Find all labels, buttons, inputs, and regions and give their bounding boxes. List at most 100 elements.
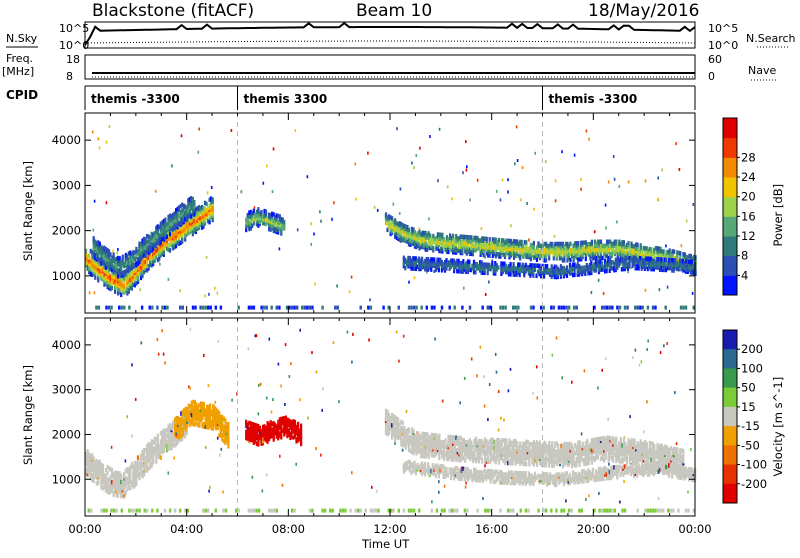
scatter-cell	[245, 228, 247, 233]
y-tick-label: 1000	[52, 269, 81, 283]
scatter-cell	[321, 409, 323, 412]
scatter-cell	[319, 210, 321, 213]
scatter-cell	[480, 346, 482, 349]
scatter-cell	[164, 361, 166, 364]
scatter-cell	[141, 274, 143, 279]
scatter-cell	[351, 471, 353, 474]
scatter-cell	[117, 248, 119, 251]
scatter-cell	[606, 306, 608, 310]
scatter-cell	[93, 479, 95, 484]
scatter-cell	[339, 509, 341, 513]
scatter-cell	[209, 486, 211, 489]
scatter-cell	[456, 509, 458, 513]
scatter-cell	[99, 146, 101, 149]
scatter-cell	[532, 392, 534, 395]
scatter-cell	[507, 509, 509, 513]
scatter-cell	[568, 306, 570, 310]
nsearch-label: N.Search	[746, 32, 796, 45]
scatter-cell	[561, 150, 563, 153]
power-scatter	[85, 125, 697, 310]
scatter-cell	[351, 276, 353, 279]
scatter-cell	[487, 306, 489, 310]
scatter-cell	[441, 509, 443, 513]
scatter-cell	[179, 306, 181, 310]
scatter-cell	[604, 306, 606, 310]
scatter-cell	[464, 377, 466, 380]
scatter-cell	[231, 129, 233, 132]
scatter-cell	[545, 509, 547, 513]
scatter-cell	[563, 509, 565, 513]
scatter-cell	[296, 306, 298, 310]
scatter-cell	[663, 344, 665, 347]
scatter-cell	[658, 497, 660, 500]
scatter-cell	[215, 306, 217, 310]
scatter-cell	[510, 272, 512, 277]
scatter-cell	[537, 509, 539, 513]
scatter-cell	[215, 401, 217, 404]
scatter-cell	[315, 447, 317, 450]
scatter-cell	[342, 509, 344, 513]
scatter-cell	[670, 509, 672, 513]
scatter-cell	[465, 140, 467, 143]
scatter-cell	[155, 190, 157, 193]
scatter-cell	[307, 417, 309, 420]
scatter-cell	[645, 179, 647, 182]
scatter-cell	[220, 306, 222, 310]
scatter-cell	[553, 306, 555, 310]
scatter-cell	[682, 306, 684, 310]
scatter-cell	[502, 179, 504, 182]
scatter-cell	[255, 509, 257, 513]
scatter-cell	[146, 509, 148, 513]
scatter-cell	[643, 430, 645, 433]
scatter-cell	[218, 340, 220, 343]
scatter-cell	[444, 485, 446, 488]
scatter-cell	[454, 509, 456, 513]
scatter-cell	[299, 329, 301, 332]
scatter-cell	[253, 509, 255, 513]
scatter-cell	[419, 147, 421, 150]
scatter-cell	[571, 509, 573, 513]
scatter-cell	[320, 454, 322, 457]
scatter-cell	[680, 306, 682, 310]
scatter-cell	[439, 128, 441, 131]
scatter-cell	[521, 240, 523, 245]
scatter-cell	[321, 509, 323, 513]
scatter-cell	[691, 260, 693, 265]
scatter-cell	[565, 306, 567, 310]
scatter-cell	[406, 410, 408, 413]
scatter-cell	[598, 279, 600, 282]
scatter-cell	[482, 497, 484, 500]
scatter-cell	[393, 509, 395, 513]
scatter-cell	[489, 509, 491, 513]
scatter-cell	[205, 446, 207, 449]
scatter-cell	[615, 240, 617, 245]
scatter-cell	[558, 306, 560, 310]
scatter-cell	[203, 402, 205, 407]
scatter-cell	[199, 306, 201, 310]
scatter-cell	[290, 362, 292, 365]
scatter-cell	[408, 228, 410, 233]
scatter-cell	[476, 509, 478, 513]
scatter-cell	[94, 200, 96, 203]
scatter-cell	[481, 227, 483, 230]
scatter-cell	[257, 442, 259, 447]
scatter-cell	[300, 440, 302, 445]
scatter-cell	[430, 267, 432, 272]
scatter-cell	[293, 509, 295, 513]
scatter-cell	[397, 418, 399, 423]
scatter-cell	[278, 306, 280, 310]
scatter-cell	[412, 429, 414, 434]
scatter-cell	[289, 375, 291, 378]
scatter-cell	[660, 351, 662, 354]
scatter-cell	[295, 129, 297, 132]
scatter-cell	[137, 275, 139, 280]
scatter-cell	[227, 422, 229, 427]
scatter-cell	[598, 509, 600, 513]
scatter-cell	[117, 274, 119, 279]
scatter-cell	[193, 200, 195, 205]
scatter-cell	[396, 331, 398, 334]
y-tick-label: 3000	[52, 178, 81, 192]
scatter-cell	[585, 257, 587, 262]
scatter-cell	[174, 509, 176, 513]
